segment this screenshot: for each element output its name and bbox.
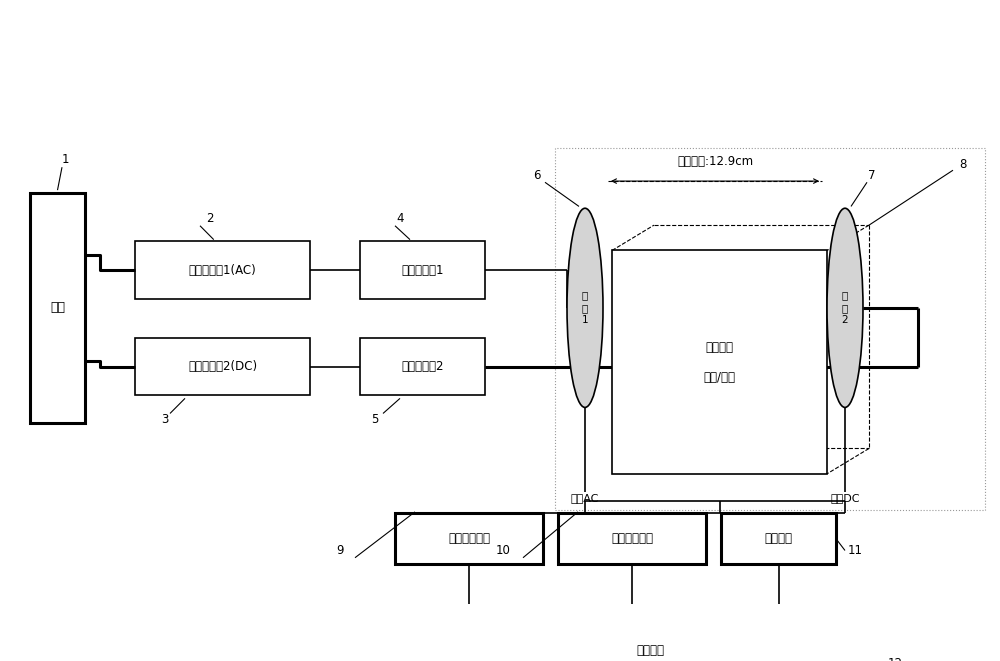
- Text: 自耦变压器2(DC): 自耦变压器2(DC): [188, 360, 257, 373]
- Text: 自耦变压器1(AC): 自耦变压器1(AC): [189, 264, 256, 276]
- Text: 10: 10: [496, 544, 510, 557]
- Bar: [395, 513, 543, 564]
- Bar: [612, 251, 827, 474]
- Text: 二极管电桥2: 二极管电桥2: [401, 360, 444, 373]
- Text: 2: 2: [206, 212, 214, 225]
- Text: 7: 7: [868, 169, 876, 182]
- Text: 9: 9: [336, 544, 344, 557]
- Text: 辐照部件: 辐照部件: [706, 340, 734, 354]
- Bar: [30, 193, 85, 422]
- Bar: [135, 241, 310, 299]
- Text: 11: 11: [848, 544, 862, 557]
- Ellipse shape: [827, 208, 863, 407]
- Bar: [558, 513, 706, 564]
- Text: 线
圈
2: 线 圈 2: [842, 290, 848, 325]
- Text: 磁场检测部件: 磁场检测部件: [611, 532, 653, 545]
- Text: 4: 4: [396, 212, 404, 225]
- Bar: [360, 241, 485, 299]
- Bar: [360, 338, 485, 395]
- Bar: [135, 338, 310, 395]
- Text: 电压检测部件: 电压检测部件: [448, 532, 490, 545]
- Text: 12: 12: [888, 658, 902, 661]
- Text: 3: 3: [161, 413, 169, 426]
- Text: 线圈间距:12.9cm: 线圈间距:12.9cm: [677, 155, 753, 168]
- Text: 5: 5: [371, 413, 379, 426]
- Bar: [555, 148, 985, 510]
- Text: 二极管电桥1: 二极管电桥1: [401, 264, 444, 276]
- Text: 终端电脑: 终端电脑: [636, 644, 664, 657]
- Text: 1: 1: [61, 153, 69, 167]
- Text: 细胞/动物: 细胞/动物: [704, 371, 736, 384]
- Text: 加载DC: 加载DC: [830, 493, 860, 503]
- Text: 6: 6: [533, 169, 541, 182]
- Bar: [565, 609, 735, 661]
- Bar: [721, 513, 836, 564]
- Text: 测温部件: 测温部件: [765, 532, 792, 545]
- Text: 加载AC: 加载AC: [571, 493, 599, 503]
- Text: 8: 8: [959, 158, 967, 171]
- Text: 线
圈
1: 线 圈 1: [582, 290, 588, 325]
- Text: 电源: 电源: [50, 301, 65, 315]
- Ellipse shape: [567, 208, 603, 407]
